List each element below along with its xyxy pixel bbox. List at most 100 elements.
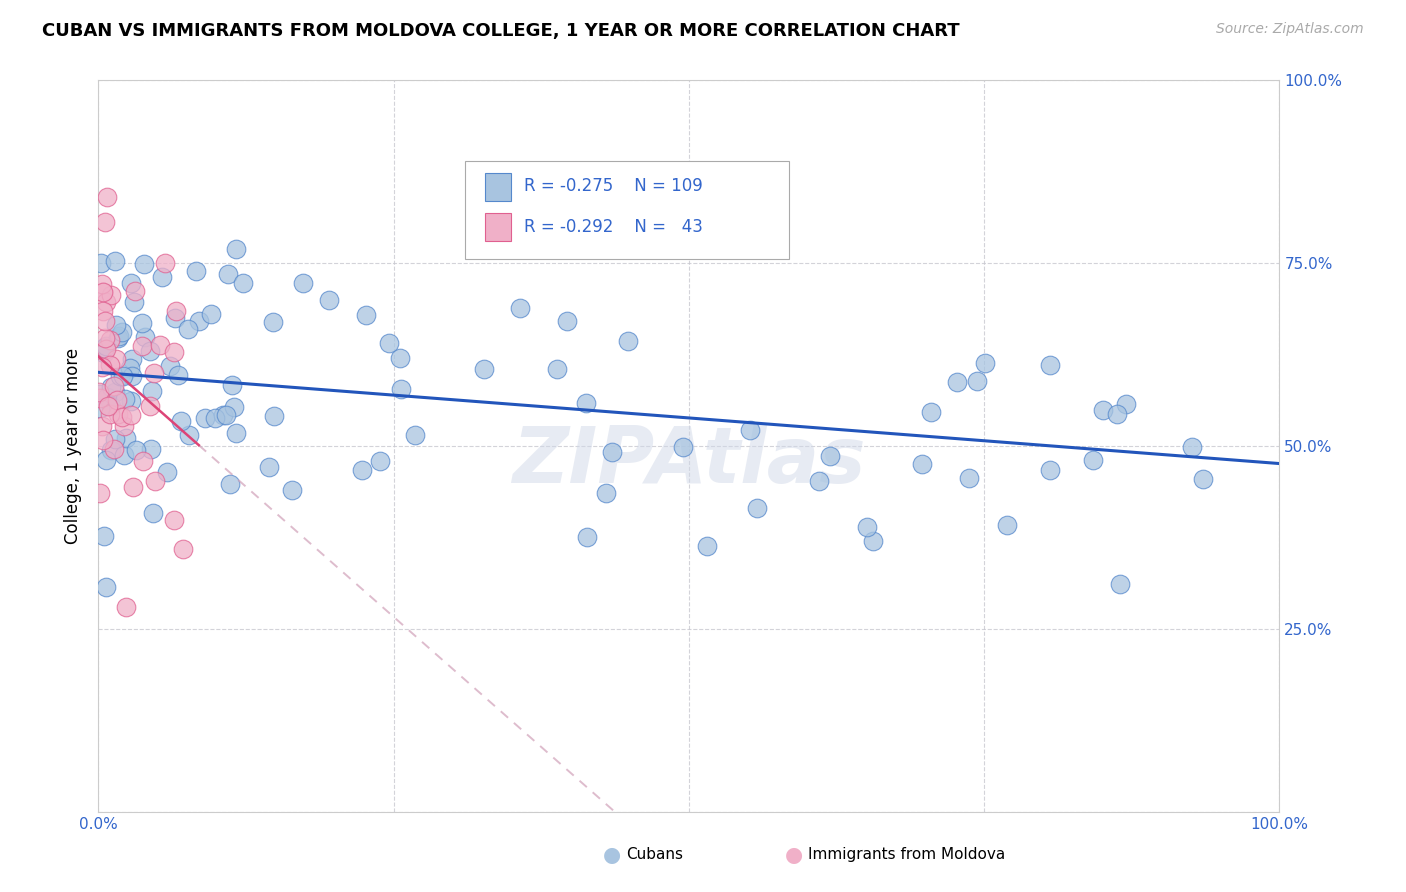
- Point: [179, 428, 201, 442]
- Point: [219, 477, 242, 491]
- Point: [91, 419, 114, 434]
- Text: ●: ●: [603, 845, 620, 864]
- Point: [225, 242, 247, 256]
- Point: [142, 366, 165, 380]
- Point: [807, 474, 830, 488]
- Point: [188, 314, 211, 328]
- Point: [114, 392, 136, 406]
- Point: [995, 518, 1018, 533]
- Point: [1039, 358, 1062, 372]
- Point: [856, 519, 879, 533]
- Point: [945, 376, 967, 390]
- Point: [221, 378, 243, 392]
- Point: [89, 486, 111, 500]
- Point: [124, 285, 146, 299]
- Point: [692, 206, 714, 220]
- FancyBboxPatch shape: [485, 213, 510, 241]
- Point: [1192, 472, 1215, 486]
- Point: [163, 311, 186, 326]
- Point: [96, 342, 118, 356]
- Point: [589, 211, 612, 226]
- Point: [159, 359, 181, 373]
- Text: R = -0.292    N =   43: R = -0.292 N = 43: [523, 218, 703, 235]
- Point: [139, 442, 162, 456]
- Point: [1109, 577, 1132, 591]
- Point: [862, 533, 884, 548]
- Point: [100, 380, 122, 394]
- Point: [377, 335, 399, 350]
- Point: [139, 343, 162, 358]
- Point: [96, 453, 118, 467]
- Point: [696, 539, 718, 553]
- Point: [957, 471, 980, 485]
- Point: [93, 345, 115, 359]
- Text: CUBAN VS IMMIGRANTS FROM MOLDOVA COLLEGE, 1 YEAR OR MORE CORRELATION CHART: CUBAN VS IMMIGRANTS FROM MOLDOVA COLLEGE…: [42, 22, 960, 40]
- Point: [177, 322, 200, 336]
- Point: [186, 263, 208, 277]
- Point: [104, 432, 127, 446]
- Point: [122, 295, 145, 310]
- Text: R = -0.275    N = 109: R = -0.275 N = 109: [523, 178, 703, 195]
- Point: [125, 443, 148, 458]
- Point: [350, 463, 373, 477]
- Point: [1083, 452, 1105, 467]
- Point: [672, 441, 695, 455]
- Point: [107, 331, 129, 345]
- Point: [105, 318, 128, 332]
- Point: [134, 330, 156, 344]
- Point: [165, 304, 187, 318]
- Point: [105, 351, 128, 366]
- Point: [139, 399, 162, 413]
- Point: [120, 409, 142, 423]
- Point: [112, 419, 135, 434]
- Point: [740, 423, 762, 437]
- Point: [142, 506, 165, 520]
- Point: [292, 277, 315, 291]
- Point: [170, 414, 193, 428]
- Point: [132, 454, 155, 468]
- Point: [166, 368, 188, 382]
- Point: [281, 483, 304, 497]
- Point: [217, 268, 239, 282]
- Point: [472, 361, 495, 376]
- Point: [121, 368, 143, 383]
- Point: [94, 314, 117, 328]
- Point: [89, 401, 111, 415]
- Point: [90, 255, 112, 269]
- Text: ●: ●: [786, 845, 803, 864]
- Point: [111, 368, 134, 383]
- Point: [920, 405, 942, 419]
- Point: [575, 396, 598, 410]
- Point: [546, 361, 568, 376]
- Point: [131, 316, 153, 330]
- Point: [575, 530, 598, 544]
- Point: [100, 399, 122, 413]
- Point: [141, 384, 163, 399]
- Point: [93, 529, 115, 543]
- Point: [107, 392, 129, 407]
- Point: [103, 254, 125, 268]
- Point: [595, 486, 617, 500]
- Point: [120, 394, 142, 409]
- Point: [131, 339, 153, 353]
- Point: [354, 309, 377, 323]
- Point: [111, 325, 134, 339]
- FancyBboxPatch shape: [464, 161, 789, 260]
- Point: [89, 391, 111, 405]
- Point: [745, 500, 768, 515]
- Point: [1039, 463, 1062, 477]
- Point: [120, 276, 142, 290]
- Point: [974, 356, 997, 370]
- Point: [194, 410, 217, 425]
- Point: [222, 400, 245, 414]
- Point: [94, 215, 117, 229]
- Point: [96, 190, 118, 204]
- Point: [143, 475, 166, 489]
- Point: [389, 382, 412, 396]
- Text: Cubans: Cubans: [626, 847, 683, 862]
- Point: [91, 285, 114, 299]
- Point: [91, 304, 114, 318]
- Point: [257, 459, 280, 474]
- Point: [107, 329, 129, 343]
- Point: [98, 407, 121, 421]
